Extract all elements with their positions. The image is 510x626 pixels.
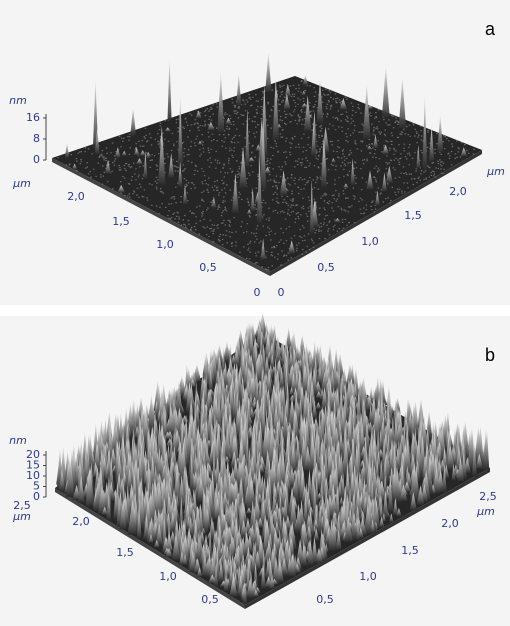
right-tick-label: 1,0 [359, 570, 377, 583]
z-tick-label: 8 [33, 132, 40, 145]
z-tick-label: 16 [26, 111, 40, 124]
right-tick-label: 0,5 [316, 593, 334, 606]
left-tick-label: 2,5 [13, 499, 31, 512]
left-tick-label: 2,0 [72, 515, 90, 528]
left-tick-label: 1,5 [116, 546, 134, 559]
right-tick-label: 1,0 [361, 235, 379, 248]
left-tick-label: 1,0 [159, 570, 177, 583]
panel-label: b [485, 345, 495, 365]
right-axis-unit: μm [486, 165, 505, 178]
left-tick-label: 1,0 [156, 238, 174, 251]
z-unit: nm [9, 94, 27, 107]
z-tick-label: 0 [33, 490, 40, 503]
right-tick-label: 0 [278, 286, 285, 299]
left-tick-label: 0 [254, 286, 261, 299]
figure: 1680nmμmμm2,01,51,00,5000,51,01,52,0a 20… [0, 0, 510, 626]
right-tick-label: 2,0 [449, 185, 467, 198]
right-tick-label: 1,5 [401, 544, 419, 557]
left-tick-label: 0,5 [199, 261, 217, 274]
right-tick-label: 1,5 [404, 209, 422, 222]
panel-label: a [485, 19, 496, 39]
left-tick-label: 0,5 [201, 593, 219, 606]
right-tick-label: 0,5 [317, 261, 335, 274]
right-axis-unit: μm [476, 505, 495, 518]
left-axis-unit: μm [12, 177, 31, 190]
left-tick-label: 1,5 [112, 215, 130, 228]
z-tick-label: 0 [33, 153, 40, 166]
right-tick-label: 2,5 [479, 490, 497, 503]
z-unit: nm [9, 434, 27, 447]
right-tick-label: 2,0 [441, 517, 459, 530]
left-tick-label: 2,0 [67, 190, 85, 203]
